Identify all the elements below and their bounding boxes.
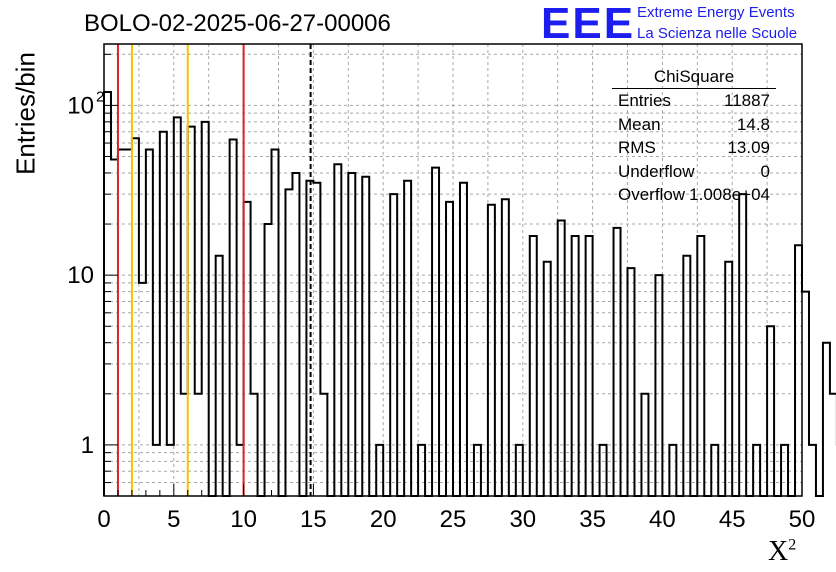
x-axis-label-sup: 2	[788, 536, 797, 554]
stats-value: 0	[760, 161, 770, 181]
histogram-bin	[614, 228, 621, 496]
y-axis-label: Entries/bin	[10, 52, 41, 175]
histogram-bin	[809, 445, 816, 496]
stats-key: Mean	[618, 114, 661, 134]
histogram-bin	[265, 224, 272, 496]
histogram-bin	[739, 194, 746, 496]
x-tick-label: 25	[440, 506, 467, 533]
histogram-bin	[348, 173, 355, 496]
histogram-bin	[362, 177, 369, 496]
x-axis-label-base: X	[768, 536, 789, 567]
histogram-bin	[160, 132, 167, 496]
histogram-bin	[334, 164, 341, 496]
stats-key: RMS	[618, 138, 656, 157]
histogram-bin	[446, 202, 453, 496]
stats-value: 11887	[723, 91, 770, 110]
stats-title: ChiSquare	[612, 67, 776, 89]
x-tick-label: 10	[230, 506, 257, 533]
histogram-bin	[432, 168, 439, 496]
x-tick-label: 15	[300, 506, 327, 533]
x-tick-label: 35	[579, 506, 606, 533]
histogram-bin	[502, 199, 509, 496]
x-axis-label: X2	[768, 536, 796, 568]
x-tick-label: 30	[509, 506, 536, 533]
histogram-bin	[655, 275, 662, 496]
stats-box: ChiSquare Entries 11887 Mean 14.8 RMS 13.09…	[612, 67, 776, 209]
x-tick-label: 0	[97, 506, 110, 533]
y-tick-label: 10	[67, 262, 94, 289]
logo-line-2: La Scienza nelle Scuole	[637, 25, 798, 42]
histogram-bin	[558, 220, 565, 496]
histogram-bin	[313, 183, 320, 496]
histogram-bin	[125, 149, 132, 496]
stats-row: RMS 13.09	[612, 138, 776, 162]
stats-key: Entries	[618, 91, 671, 110]
stats-row: Overflow 1.008e+04	[612, 185, 776, 209]
stats-row: Entries 11887	[612, 91, 776, 115]
histogram-bin	[390, 194, 397, 496]
histogram-bin	[139, 283, 146, 496]
chart-title: BOLO-02-2025-06-27-00006	[84, 10, 391, 37]
histogram-bin	[146, 149, 153, 496]
y-tick-label: 10	[67, 92, 94, 119]
stats-value: 13.09	[727, 138, 770, 157]
histogram-bin	[111, 160, 118, 496]
histogram-bin	[132, 138, 139, 496]
histogram-bin	[802, 292, 809, 496]
logo-line-1: Extreme Energy Events	[637, 4, 795, 21]
histogram-bin	[230, 139, 237, 496]
histogram-bin	[823, 343, 830, 496]
histogram-bin	[118, 149, 125, 496]
eee-logo: EEE	[541, 0, 636, 48]
histogram-bin	[202, 122, 209, 496]
stats-row: Mean 14.8	[612, 115, 776, 139]
stats-row: Underflow 0	[612, 162, 776, 186]
histogram-bin	[244, 202, 251, 496]
histogram-bin	[767, 326, 774, 496]
histogram-bin	[188, 127, 195, 496]
stats-value: 1.008e+04	[689, 185, 770, 204]
stats-value: 14.8	[736, 114, 770, 134]
histogram-bin	[272, 149, 279, 496]
x-tick-label: 5	[167, 506, 180, 533]
histogram-bin	[292, 173, 299, 496]
stats-key: Overflow	[618, 185, 686, 204]
histogram-bin	[830, 394, 836, 496]
y-tick-label: 1	[81, 432, 94, 459]
histogram-bin	[460, 183, 467, 496]
x-tick-label: 45	[719, 506, 746, 533]
stats-key: Underflow	[618, 161, 695, 181]
x-tick-label: 50	[789, 506, 816, 533]
x-tick-label: 40	[649, 506, 676, 533]
histogram-bin	[104, 92, 111, 496]
y-tick-label-sup: 2	[96, 88, 104, 105]
x-tick-label: 20	[370, 506, 397, 533]
histogram-bin	[174, 117, 181, 496]
histogram-bin	[404, 181, 411, 496]
